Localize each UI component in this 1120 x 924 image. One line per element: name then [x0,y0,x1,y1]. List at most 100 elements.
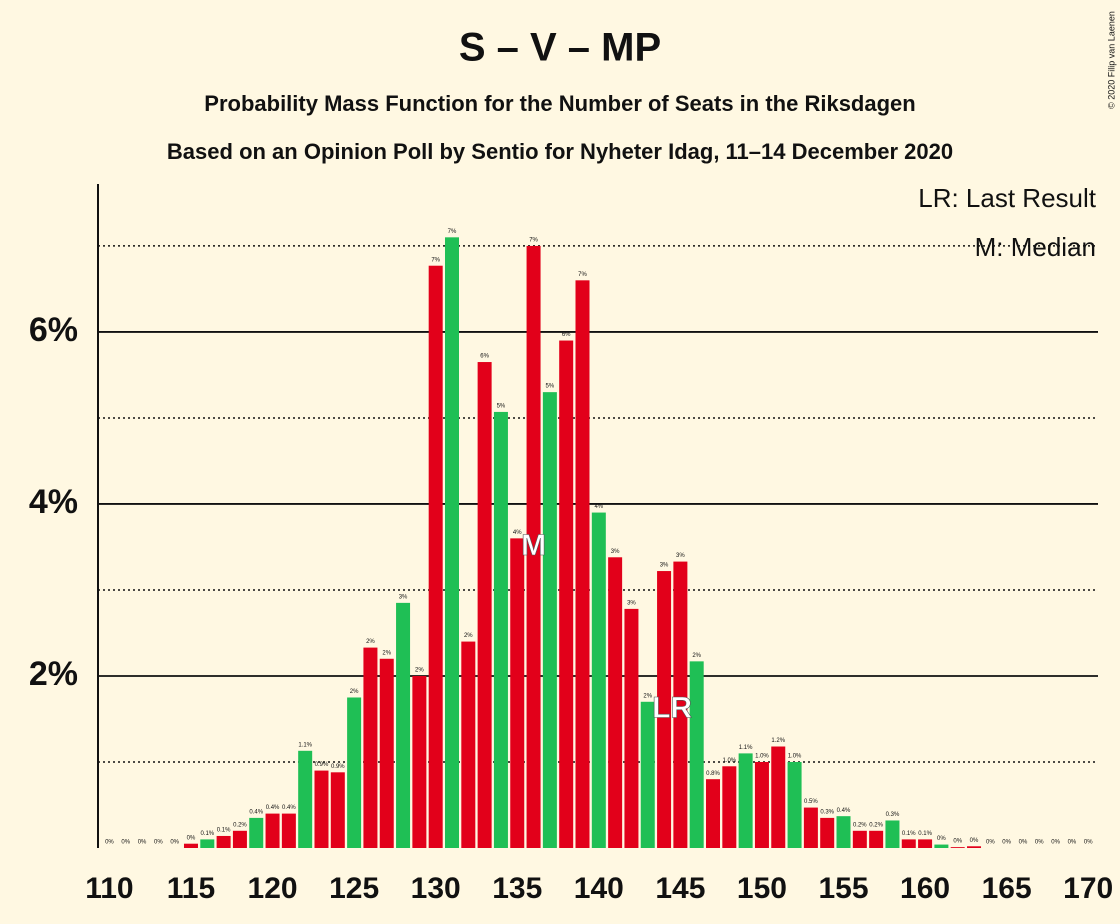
bar [918,839,933,848]
legend-entry: LR: Last Result [918,183,1097,213]
bar [477,362,492,848]
bar [559,340,574,848]
bar [706,779,721,848]
bar [673,561,688,848]
value-label: 3% [611,549,620,555]
value-label: 2% [464,633,473,639]
bar [281,813,296,848]
y-tick-label: 6% [29,311,78,349]
bar [396,602,411,848]
bar [314,770,329,848]
value-label: 6% [480,354,489,360]
bar [461,641,476,848]
bar [347,697,362,848]
bar [689,661,704,848]
value-label: 0.9% [315,762,329,768]
bar [624,608,639,848]
bar [298,750,313,848]
value-label: 0.4% [837,808,851,814]
bar [852,830,867,848]
value-label: 4% [594,504,603,510]
value-label: 0.1% [217,828,231,834]
value-label: 0% [121,840,130,846]
value-label: 0.4% [282,805,296,811]
bar [722,766,737,848]
value-label: 2% [643,693,652,699]
bar [412,675,427,848]
bar [493,411,508,848]
value-label: 0% [1051,840,1060,846]
bar [200,839,215,848]
value-label: 2% [415,668,424,674]
value-label: 7% [529,238,538,244]
value-label: 1.1% [298,742,312,748]
copyright: © 2020 Filip van Laenen [1106,11,1116,109]
value-label: 1.0% [722,758,736,764]
last-result-marker: LR [652,691,692,724]
bar [232,830,247,848]
bar [542,392,557,848]
bar [265,813,280,848]
x-tick-label: 115 [167,872,215,905]
value-label: 0% [105,840,114,846]
bar [640,701,655,848]
value-label: 3% [399,594,408,600]
value-label: 0.1% [902,831,916,837]
bar [950,847,965,848]
value-label: 0% [953,839,962,845]
bar [444,237,459,849]
x-tick-label: 130 [411,872,461,905]
x-tick-label: 120 [248,872,298,905]
value-label: 0.1% [918,831,932,837]
x-tick-label: 160 [900,872,950,905]
bar [591,512,606,848]
x-tick-label: 110 [85,872,133,905]
bar [967,846,982,848]
bar [363,647,378,848]
bar [575,280,590,848]
value-label: 4% [513,530,522,536]
value-label: 1.0% [755,754,769,760]
value-label: 0.1% [200,831,214,837]
value-label: 0% [170,840,179,846]
bar [869,830,884,848]
y-tick-label: 4% [29,483,78,521]
bar [379,658,394,848]
x-tick-label: 125 [329,872,379,905]
value-label: 2% [350,689,359,695]
value-label: 0.2% [233,822,247,828]
value-label: 3% [676,553,685,559]
value-label: 0.4% [266,805,280,811]
bar [526,245,541,848]
value-label: 1.2% [771,738,785,744]
bar [787,761,802,848]
value-label: 6% [562,332,571,338]
value-label: 1.1% [739,745,753,751]
value-label: 0% [970,838,979,844]
x-tick-label: 155 [818,872,868,905]
value-label: 2% [382,650,391,656]
chart-subtitle: Probability Mass Function for the Number… [204,91,915,116]
value-label: 0% [154,840,163,846]
value-label: 0% [1002,840,1011,846]
value-label: 3% [660,563,669,569]
chart-subtitle-2: Based on an Opinion Poll by Sentio for N… [167,139,953,164]
bar [836,816,851,848]
value-label: 0% [937,836,946,842]
bar [771,746,786,848]
bar [934,844,949,848]
value-label: 1.0% [788,754,802,760]
bar [803,807,818,848]
value-label: 0% [187,835,196,841]
value-label: 7% [431,257,440,263]
value-label: 0.2% [869,822,883,828]
x-tick-label: 135 [492,872,542,905]
x-tick-label: 150 [737,872,787,905]
x-tick-label: 140 [574,872,624,905]
x-tick-label: 165 [982,872,1032,905]
value-label: 3% [627,600,636,606]
x-tick-label: 145 [655,872,705,905]
bar [330,772,345,848]
median-marker: M [521,529,546,562]
